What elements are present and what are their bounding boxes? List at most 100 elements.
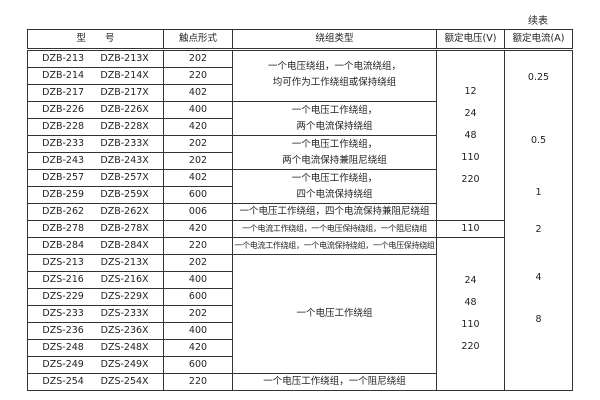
table-row: DZS-213 DZS-213X 202 一个电压工作绕组 (27, 254, 573, 374)
contact-cell: 220 (163, 237, 233, 255)
contact-cell: 202 (163, 254, 233, 272)
model: DZB-284 (42, 240, 85, 251)
table-row: DZB-257 DZB-257X 402 一个电压工作绕组， 四个电流保持绕组 (27, 169, 573, 204)
voltage-cell: 12 24 48 110 220 (436, 49, 505, 221)
table-row: DZS-254 DZS-254X 220 一个电压工作绕组，一个阻尼绕组 (27, 373, 573, 391)
current-value: 1 (535, 187, 542, 198)
model: DZB-214 (42, 70, 85, 81)
contact-cell: 600 (163, 288, 233, 306)
winding-cell: 一个电压工作绕组 (232, 254, 437, 374)
voltage-text: 12 24 48 110 220 (461, 85, 480, 185)
contact-cell: 202 (163, 152, 233, 170)
winding-text: 一个电压工作绕组， 两个电流保持绕组 (291, 104, 378, 132)
contact-cell: 600 (163, 186, 233, 204)
contact-cell: 006 (163, 203, 233, 221)
header-contact: 触点形式 (163, 29, 233, 51)
table-row: DZS-248 DZS-248X 420 (27, 339, 573, 357)
model: DZS-213 (42, 257, 84, 268)
model-cell: DZS-233 DZS-233X (27, 305, 164, 323)
model-cell: DZB-284 DZB-284X (27, 237, 164, 255)
contact-cell: 400 (163, 322, 233, 340)
model-x: DZS-236X (100, 325, 149, 336)
contact-cell: 202 (163, 305, 233, 323)
winding-cell: 一个电压工作绕组， 两个电流保持兼阻尼绕组 (232, 135, 437, 170)
model: DZS-229 (42, 291, 84, 302)
table-row: DZB-278 DZB-278X 420 一个电流工作绕组，一个电压保持绕组，一个阻尼… (27, 220, 573, 238)
model-x: DZB-213X (100, 53, 149, 64)
model: DZB-228 (42, 121, 85, 132)
current-value: 2 (535, 224, 542, 235)
voltage-cell: 110 (436, 220, 505, 238)
winding-text: 一个电压工作绕组，四个电流保持兼阻尼绕组 (239, 206, 430, 217)
table-row: DZS-236 DZS-236X 400 (27, 322, 573, 340)
model-cell: DZS-249 DZS-249X (27, 356, 164, 374)
model-cell: DZB-217 DZB-217X (27, 84, 164, 102)
current-value: 4 (535, 272, 542, 283)
winding-cell: 一个电流工作绕组，一个电压保持绕组，一个阻尼绕组 (232, 220, 437, 238)
model-x: DZB-233X (100, 138, 149, 149)
header-model: 型 号 (27, 29, 164, 51)
model-x: DZS-216X (100, 274, 149, 285)
header-current: 额定电流(A) (504, 29, 573, 51)
model: DZS-236 (42, 325, 84, 336)
model-cell: DZB-262 DZB-262X (27, 203, 164, 221)
contact-cell: 420 (163, 118, 233, 136)
model-cell: DZS-254 DZS-254X (27, 373, 164, 391)
winding-text: 一个电流工作绕组，一个电流保持绕组，一个电压保持绕组 (234, 241, 435, 250)
continued-label: 续表 (528, 16, 548, 27)
winding-cell: 一个电压工作绕组， 四个电流保持绕组 (232, 169, 437, 204)
winding-text: 一个电压工作绕组， 四个电流保持绕组 (291, 172, 378, 200)
model-cell: DZB-257 DZB-257X (27, 169, 164, 187)
model: DZB-233 (42, 138, 85, 149)
winding-text: 一个电流工作绕组，一个电压保持绕组，一个阻尼绕组 (242, 224, 427, 233)
model-cell: DZS-248 DZS-248X (27, 339, 164, 357)
model-x: DZB-278X (100, 223, 149, 234)
winding-cell: 一个电压工作绕组， 两个电流保持绕组 (232, 101, 437, 136)
model-cell: DZB-278 DZB-278X (27, 220, 164, 238)
table-row: DZB-217 DZB-217X 402 (27, 84, 573, 102)
contact-cell: 600 (163, 356, 233, 374)
model-x: DZB-243X (100, 155, 149, 166)
model: DZS-216 (42, 274, 84, 285)
model: DZB-226 (42, 104, 85, 115)
winding-text: 一个电压绕组，一个电流绕组， 均可作为工作绕组或保持绕组 (267, 61, 401, 88)
model: DZS-248 (42, 342, 84, 353)
contact-cell: 202 (163, 135, 233, 153)
model-cell: DZB-228 DZB-228X (27, 118, 164, 136)
table-row: DZS-233 DZS-233X 202 (27, 305, 573, 323)
model-x: DZS-233X (100, 308, 149, 319)
model: DZB-259 (42, 189, 85, 200)
contact-cell: 220 (163, 373, 233, 391)
model-x: DZS-229X (100, 291, 149, 302)
contact-cell: 220 (163, 67, 233, 85)
contact-cell: 202 (163, 49, 233, 68)
relay-spec-table: 型 号 触点形式 绕组类型 额定电压(V) 额定电流(A) DZB-213 DZB… (27, 29, 573, 391)
model-x: DZS-254X (100, 376, 149, 387)
model-cell: DZS-213 DZS-213X (27, 254, 164, 272)
contact-cell: 402 (163, 169, 233, 187)
model-x: DZB-228X (100, 121, 149, 132)
model-x: DZB-226X (100, 104, 149, 115)
model: DZS-249 (42, 359, 84, 370)
winding-cell: 一个电压工作绕组，一个阻尼绕组 (232, 373, 437, 391)
header-winding: 绕组类型 (232, 29, 437, 51)
model-x: DZB-259X (100, 189, 149, 200)
table-row: DZB-213 DZB-213X 202 一个电压绕组，一个电流绕组， 均可作为工作绕… (27, 49, 573, 391)
winding-cell: 一个电压绕组，一个电流绕组， 均可作为工作绕组或保持绕组 (232, 49, 437, 102)
table-row: DZB-284 DZB-284X 220 一个电流工作绕组，一个电流保持绕组，一个电压… (27, 237, 573, 391)
model-cell: DZS-236 DZS-236X (27, 322, 164, 340)
model-x: DZS-248X (100, 342, 149, 353)
winding-text: 一个电压工作绕组， 两个电流保持兼阻尼绕组 (282, 138, 387, 166)
model-cell: DZB-214 DZB-214X (27, 67, 164, 85)
model-x: DZB-214X (100, 70, 149, 81)
winding-text: 一个电压工作绕组 (296, 308, 373, 319)
current-value: 0.25 (527, 72, 550, 83)
voltage-text: 110 (461, 223, 480, 234)
model: DZB-278 (42, 223, 85, 234)
model: DZB-217 (42, 87, 85, 98)
model: DZS-233 (42, 308, 84, 319)
model-x: DZS-249X (100, 359, 149, 370)
winding-text: 一个电压工作绕组，一个阻尼绕组 (263, 376, 406, 387)
model-x: DZB-262X (100, 206, 149, 217)
contact-cell: 402 (163, 84, 233, 102)
